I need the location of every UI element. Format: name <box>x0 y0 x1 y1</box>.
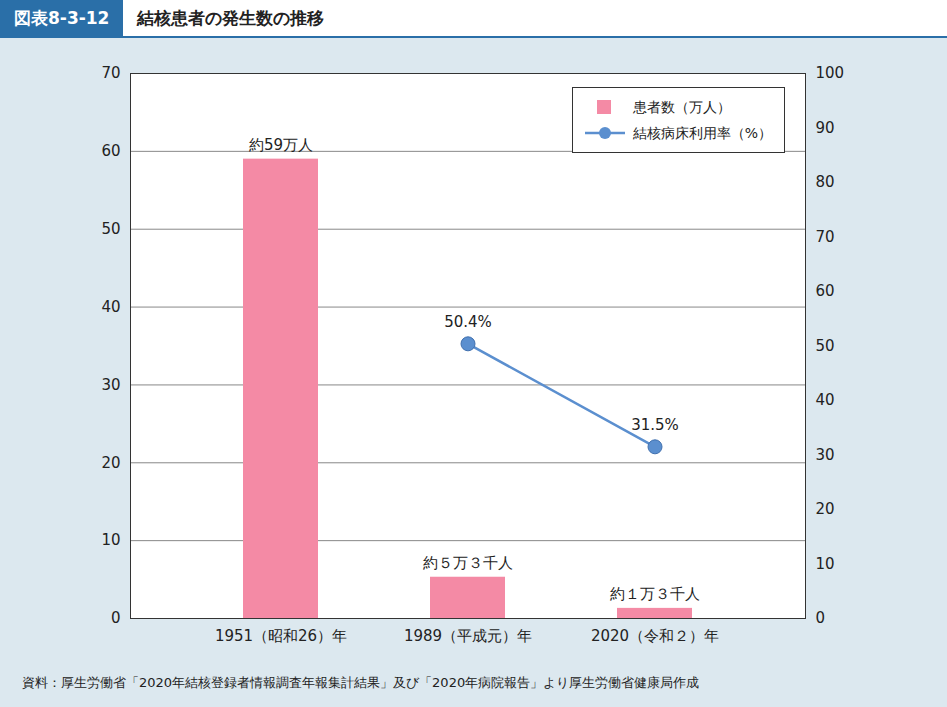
svg-text:60: 60 <box>101 142 120 160</box>
svg-text:0: 0 <box>816 609 826 627</box>
html-text:患者数（万人）: 患者数（万人） <box>632 99 731 115</box>
svg-text:30: 30 <box>816 446 835 464</box>
svg-text:1989（平成元）年: 1989（平成元）年 <box>404 627 532 645</box>
svg-text:60: 60 <box>816 282 835 300</box>
svg-text:1951（昭和26）年: 1951（昭和26）年 <box>215 627 347 645</box>
svg-text:50: 50 <box>816 337 835 355</box>
svg-text:80: 80 <box>816 173 835 191</box>
svg-text:50.4%: 50.4% <box>444 313 492 331</box>
svg-text:70: 70 <box>816 228 835 246</box>
svg-text:30: 30 <box>101 376 120 394</box>
svg-text:約５万３千人: 約５万３千人 <box>423 554 513 572</box>
svg-text:0: 0 <box>111 609 121 627</box>
svg-text:40: 40 <box>101 298 120 316</box>
svg-text:10: 10 <box>101 531 120 549</box>
svg-text:50: 50 <box>101 220 120 238</box>
svg-text:2020（令和２）年: 2020（令和２）年 <box>591 627 719 645</box>
svg-text:約１万３千人: 約１万３千人 <box>610 585 700 603</box>
html-text:資料：厚生労働省「2020年結核登録者情報調査年報集計結果」: 資料：厚生労働省「2020年結核登録者情報調査年報集計結果」及び「2020年病院… <box>22 675 700 690</box>
svg-text:10: 10 <box>816 555 835 573</box>
svg-text:70: 70 <box>101 64 120 82</box>
html-text:結核患者の発生数の推移: 結核患者の発生数の推移 <box>137 7 325 28</box>
html-text:結核病床利用率（%）: 結核病床利用率（%） <box>632 125 772 141</box>
svg-text:20: 20 <box>816 500 835 518</box>
svg-text:90: 90 <box>816 119 835 137</box>
svg-text:20: 20 <box>101 454 120 472</box>
svg-text:31.5%: 31.5% <box>631 416 679 434</box>
svg-text:約59万人: 約59万人 <box>249 136 313 154</box>
svg-text:100: 100 <box>816 64 845 82</box>
svg-text:40: 40 <box>816 391 835 409</box>
html-text:図表8-3-12: 図表8-3-12 <box>14 8 110 28</box>
